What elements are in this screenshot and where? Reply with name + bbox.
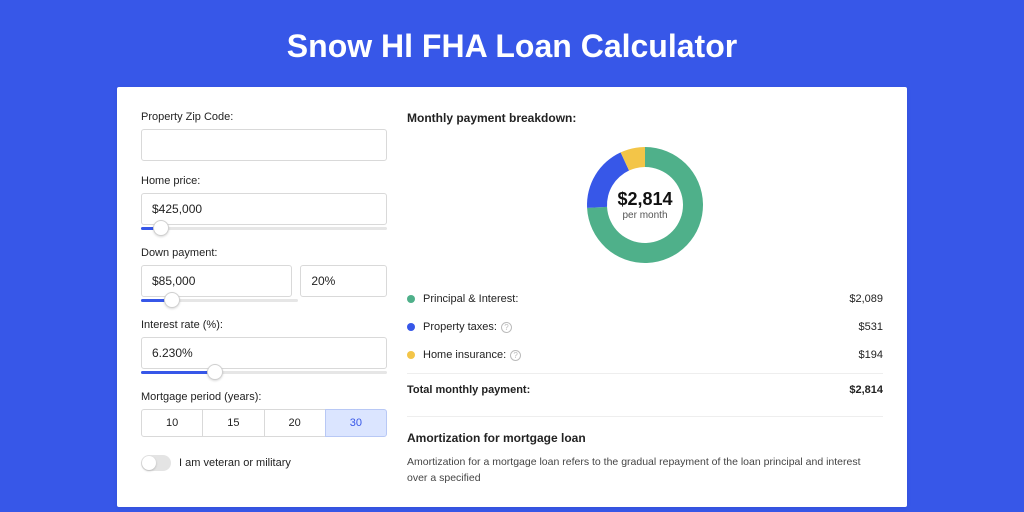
legend-dot-insurance	[407, 351, 415, 359]
interest-slider[interactable]	[141, 367, 387, 377]
zip-label: Property Zip Code:	[141, 111, 387, 123]
down-payment-field: Down payment:	[141, 247, 387, 305]
period-button-30[interactable]: 30	[325, 409, 387, 437]
donut-center-value: $2,814	[617, 189, 672, 210]
period-field: Mortgage period (years): 10152030	[141, 391, 387, 437]
interest-slider-track	[141, 371, 215, 374]
interest-field: Interest rate (%):	[141, 319, 387, 377]
home-price-input[interactable]	[141, 193, 387, 225]
zip-field: Property Zip Code:	[141, 111, 387, 161]
breakdown-column: Monthly payment breakdown: $2,814 per mo…	[407, 111, 883, 507]
veteran-toggle[interactable]	[141, 455, 171, 471]
legend-row-insurance: Home insurance:?$194	[407, 341, 883, 369]
total-label: Total monthly payment:	[407, 384, 849, 396]
info-icon[interactable]: ?	[510, 350, 521, 361]
amort-text: Amortization for a mortgage loan refers …	[407, 455, 883, 487]
down-payment-label: Down payment:	[141, 247, 387, 259]
interest-slider-thumb[interactable]	[207, 364, 223, 380]
legend-label-insurance: Home insurance:?	[423, 349, 859, 361]
legend-amount-insurance: $194	[859, 349, 883, 361]
down-payment-percent-input[interactable]	[300, 265, 387, 297]
legend-dot-principal	[407, 295, 415, 303]
period-label: Mortgage period (years):	[141, 391, 387, 403]
total-row: Total monthly payment: $2,814	[407, 373, 883, 410]
calculator-card: Property Zip Code: Home price: Down paym…	[117, 87, 907, 507]
legend-row-principal: Principal & Interest:$2,089	[407, 285, 883, 313]
veteran-toggle-knob	[142, 456, 156, 470]
legend-label-taxes: Property taxes:?	[423, 321, 859, 333]
period-button-15[interactable]: 15	[202, 409, 264, 437]
legend: Principal & Interest:$2,089Property taxe…	[407, 285, 883, 369]
donut-chart-area: $2,814 per month	[407, 135, 883, 285]
legend-dot-taxes	[407, 323, 415, 331]
home-price-label: Home price:	[141, 175, 387, 187]
down-payment-slider-thumb[interactable]	[164, 292, 180, 308]
home-price-field: Home price:	[141, 175, 387, 233]
interest-input[interactable]	[141, 337, 387, 369]
zip-input[interactable]	[141, 129, 387, 161]
legend-amount-principal: $2,089	[849, 293, 883, 305]
legend-row-taxes: Property taxes:?$531	[407, 313, 883, 341]
donut-chart: $2,814 per month	[581, 141, 709, 269]
amort-title: Amortization for mortgage loan	[407, 431, 883, 445]
breakdown-title: Monthly payment breakdown:	[407, 111, 883, 125]
home-price-slider-thumb[interactable]	[153, 220, 169, 236]
page-title: Snow Hl FHA Loan Calculator	[0, 0, 1024, 87]
form-column: Property Zip Code: Home price: Down paym…	[141, 111, 387, 507]
veteran-label: I am veteran or military	[179, 457, 291, 469]
period-button-group: 10152030	[141, 409, 387, 437]
legend-amount-taxes: $531	[859, 321, 883, 333]
amort-section: Amortization for mortgage loan Amortizat…	[407, 416, 883, 487]
donut-center: $2,814 per month	[581, 141, 709, 269]
period-button-10[interactable]: 10	[141, 409, 203, 437]
donut-center-sub: per month	[622, 210, 667, 221]
info-icon[interactable]: ?	[501, 322, 512, 333]
veteran-toggle-row: I am veteran or military	[141, 455, 387, 471]
interest-label: Interest rate (%):	[141, 319, 387, 331]
total-amount: $2,814	[849, 384, 883, 396]
legend-label-principal: Principal & Interest:	[423, 293, 849, 305]
down-payment-amount-input[interactable]	[141, 265, 292, 297]
down-payment-slider[interactable]	[141, 295, 298, 305]
period-button-20[interactable]: 20	[264, 409, 326, 437]
home-price-slider[interactable]	[141, 223, 387, 233]
